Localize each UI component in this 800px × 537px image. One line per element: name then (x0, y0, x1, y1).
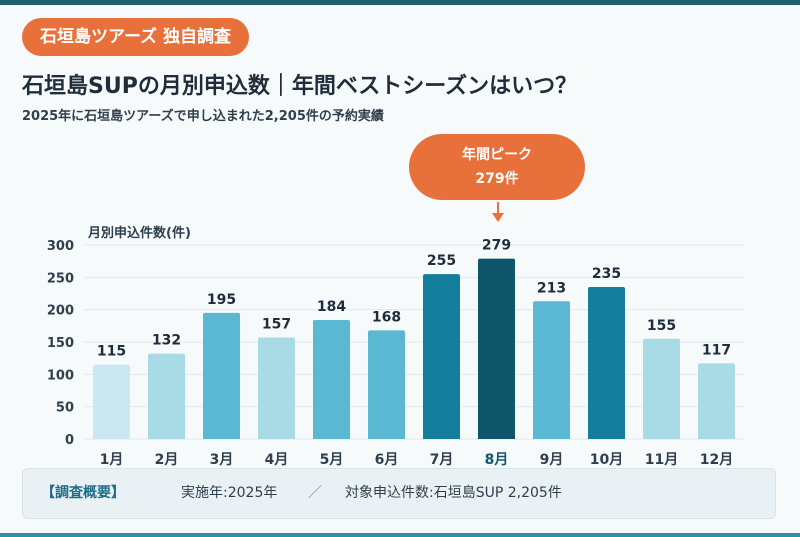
bar-value-label: 213 (537, 280, 566, 296)
survey-separator: ／ (308, 485, 322, 501)
bar-value-label: 255 (427, 253, 456, 269)
x-tick-label: 5月 (320, 452, 344, 468)
bar-value-label: 168 (372, 309, 401, 325)
bar-value-label: 195 (207, 292, 236, 308)
y-tick-labels: 0 50 100 150 200 250 300 (47, 239, 74, 448)
grid-lines (84, 244, 744, 440)
survey-count: 対象申込件数:石垣島SUP 2,205件 (345, 485, 562, 501)
x-tick-label: 2月 (155, 452, 179, 468)
x-tick-label: 9月 (540, 452, 564, 468)
bar-value-label: 115 (97, 344, 126, 360)
survey-summary: 【調査概要】 実施年:2025年 ／ 対象申込件数:石垣島SUP 2,205件 (22, 468, 776, 519)
x-tick-label: 11月 (645, 452, 678, 468)
bar-10 (588, 287, 625, 439)
peak-callout-label: 年間ピーク (462, 147, 532, 163)
x-tick-label: 10月 (590, 452, 623, 468)
bar-12 (698, 363, 735, 439)
bar-11 (643, 338, 680, 439)
bar-6 (368, 330, 405, 439)
x-tick-label: 4月 (265, 452, 289, 468)
bars (93, 258, 735, 439)
x-tick-label: 12月 (700, 452, 733, 468)
peak-callout: 年間ピーク 279件 (409, 134, 585, 200)
bottom-accent-bar (0, 533, 800, 537)
bar-1 (93, 364, 130, 439)
bar-value-label: 117 (702, 342, 731, 358)
survey-year: 実施年:2025年 (181, 485, 278, 501)
bar-value-label: 157 (262, 316, 291, 332)
y-tick-label: 200 (47, 304, 74, 319)
x-tick-label: 8月 (485, 452, 509, 468)
x-tick-label: 7月 (430, 452, 454, 468)
page-title: 石垣島SUPの月別申込数｜年間ベストシーズンはいつ？ (22, 74, 578, 99)
bar-4 (258, 337, 295, 439)
y-axis-label: 月別申込件数(件) (88, 226, 191, 241)
source-badge: 石垣島ツアーズ 独自調査 (22, 18, 250, 56)
bar-value-label: 155 (647, 318, 676, 334)
x-tick-label: 1月 (100, 452, 124, 468)
bar-8 (478, 258, 515, 439)
bar-7 (423, 274, 460, 439)
y-tick-label: 250 (47, 271, 74, 286)
peak-callout-value: 279件 (475, 171, 519, 187)
survey-summary-title: 【調査概要】 (41, 485, 125, 501)
bar-value-label: 184 (317, 299, 346, 315)
bar-5 (313, 320, 350, 439)
peak-arrow-icon (492, 213, 504, 222)
page-subtitle: 2025年に石垣島ツアーズで申し込まれた2,205件の予約実績 (22, 109, 384, 124)
bar-2 (148, 353, 185, 439)
y-tick-label: 300 (47, 239, 74, 254)
bar-value-labels: 115 132 195 157 184 168 255 279 213 235 155 117 (97, 238, 731, 360)
bar-value-label: 235 (592, 266, 621, 282)
bar-3 (203, 312, 240, 439)
y-tick-label: 100 (47, 368, 74, 383)
x-tick-label: 3月 (210, 452, 234, 468)
bar-value-label: 279 (482, 238, 511, 254)
peak-arrow-line (497, 202, 499, 214)
bar-value-label: 132 (152, 333, 181, 349)
bar-9 (533, 301, 570, 439)
x-tick-labels: 1月 2月 3月 4月 5月 6月 7月 8月 9月 10月 11月 12月 (100, 452, 734, 468)
y-tick-label: 50 (56, 401, 74, 416)
y-tick-label: 0 (65, 433, 74, 448)
x-tick-label: 6月 (375, 452, 399, 468)
y-tick-label: 150 (47, 336, 74, 351)
top-accent-bar (0, 0, 800, 5)
